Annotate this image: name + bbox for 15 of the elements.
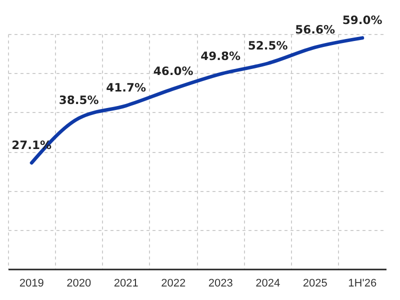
data-label: 49.8% <box>200 48 242 63</box>
x-tick-label: 2022 <box>161 278 186 290</box>
data-label: 46.0% <box>153 64 194 78</box>
data-label: 41.7% <box>106 80 147 95</box>
x-tick-label: 1H'26 <box>348 278 377 290</box>
x-tick-label: 2023 <box>208 278 233 290</box>
x-tick-label: 2020 <box>66 278 92 290</box>
data-label: 56.6% <box>295 22 336 36</box>
x-tick-label: 2019 <box>19 278 44 290</box>
x-tick-label: 2025 <box>302 278 328 290</box>
x-tick-label: 2024 <box>256 278 280 290</box>
data-label: 52.5% <box>248 38 288 52</box>
data-label: 38.5% <box>58 93 100 108</box>
x-tick-label: 2021 <box>114 278 138 290</box>
data-label: 59.0% <box>342 12 383 27</box>
